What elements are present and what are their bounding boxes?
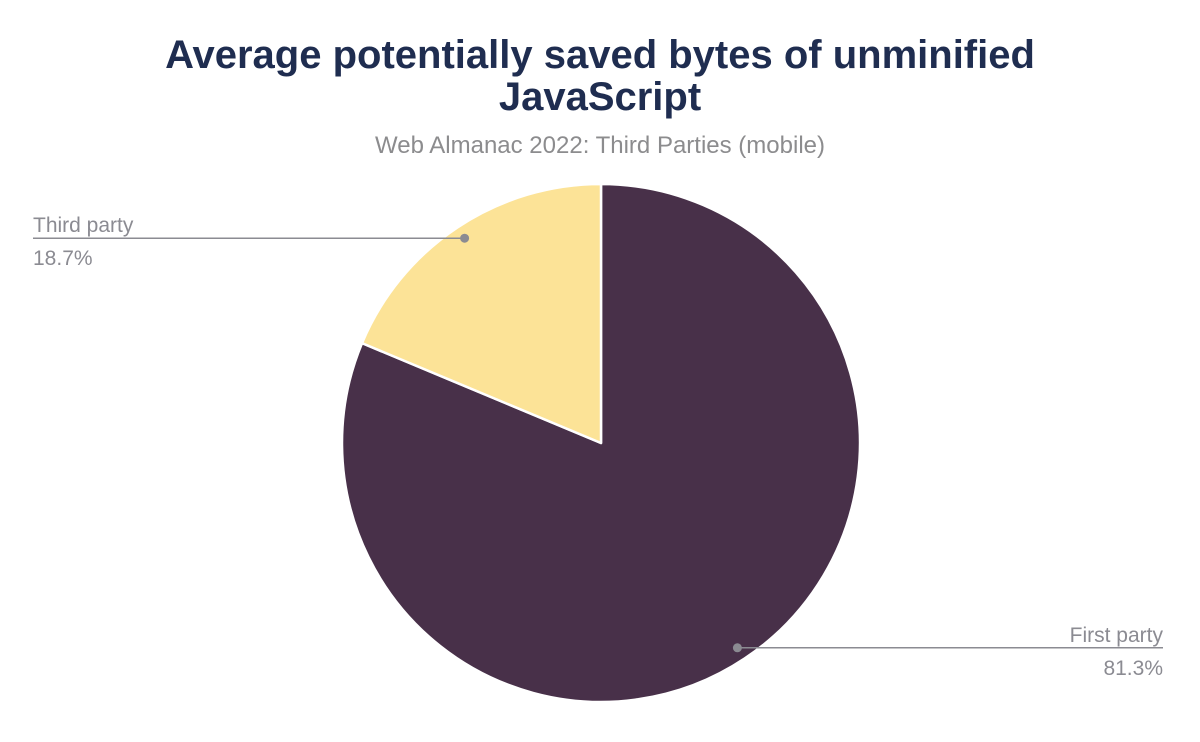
first-party-value: 81.3% [1103,657,1163,680]
callout-labels: First party 81.3% Third party 18.7% [33,214,1163,680]
chart-title-line1: Average potentially saved bytes of unmin… [165,33,1035,77]
third-party-value: 18.7% [33,247,93,270]
chart-title: Average potentially saved bytes of unmin… [0,34,1200,118]
chart-subtitle: Web Almanac 2022: Third Parties (mobile) [375,132,825,159]
callout-dot-third-party [460,233,470,243]
callout-dot-first-party [732,643,742,653]
callouts [33,233,1163,653]
chart-title-line2: JavaScript [498,75,702,119]
pie-slices [340,182,862,704]
pie-slice-third-party [360,182,603,445]
third-party-label: Third party [33,214,134,237]
first-party-label: First party [1070,624,1164,647]
